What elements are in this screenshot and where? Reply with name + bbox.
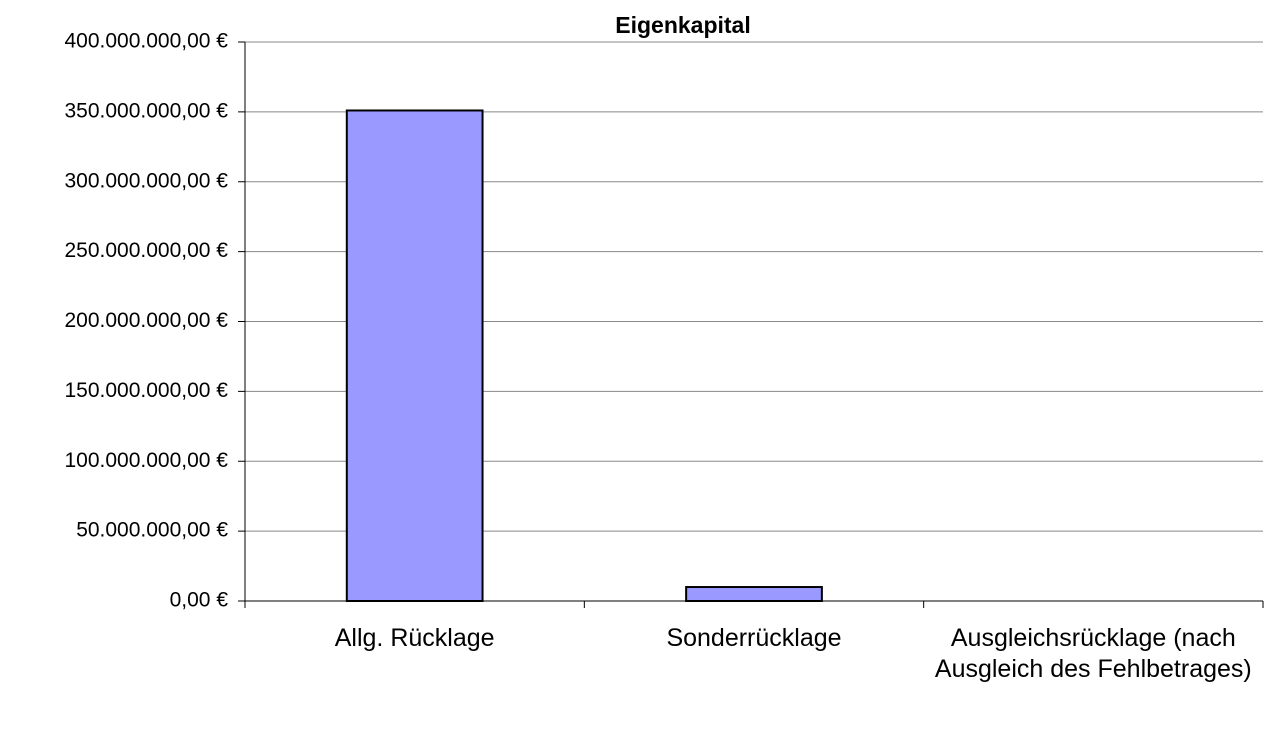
y-tick-label: 50.000.000,00 €	[76, 519, 228, 542]
y-tick-label: 150.000.000,00 €	[65, 379, 229, 402]
y-tick-label: 0,00 €	[170, 589, 229, 612]
chart-title: Eigenkapital	[615, 12, 750, 38]
bar	[345, 109, 484, 602]
y-tick-label: 400.000.000,00 €	[65, 30, 229, 53]
x-tick-label: Ausgleichsrücklage (nach Ausgleich des F…	[934, 624, 1252, 683]
y-tick-label: 200.000.000,00 €	[65, 309, 229, 332]
y-tick-label: 350.000.000,00 €	[65, 99, 229, 122]
y-tick-label: 100.000.000,00 €	[65, 449, 229, 472]
y-tick-label: 300.000.000,00 €	[65, 169, 229, 192]
x-tick-label: Sonderrücklage	[666, 624, 842, 652]
y-tick-label: 250.000.000,00 €	[65, 239, 229, 262]
bar	[685, 586, 823, 603]
x-tick-label: Allg. Rücklage	[334, 624, 495, 652]
